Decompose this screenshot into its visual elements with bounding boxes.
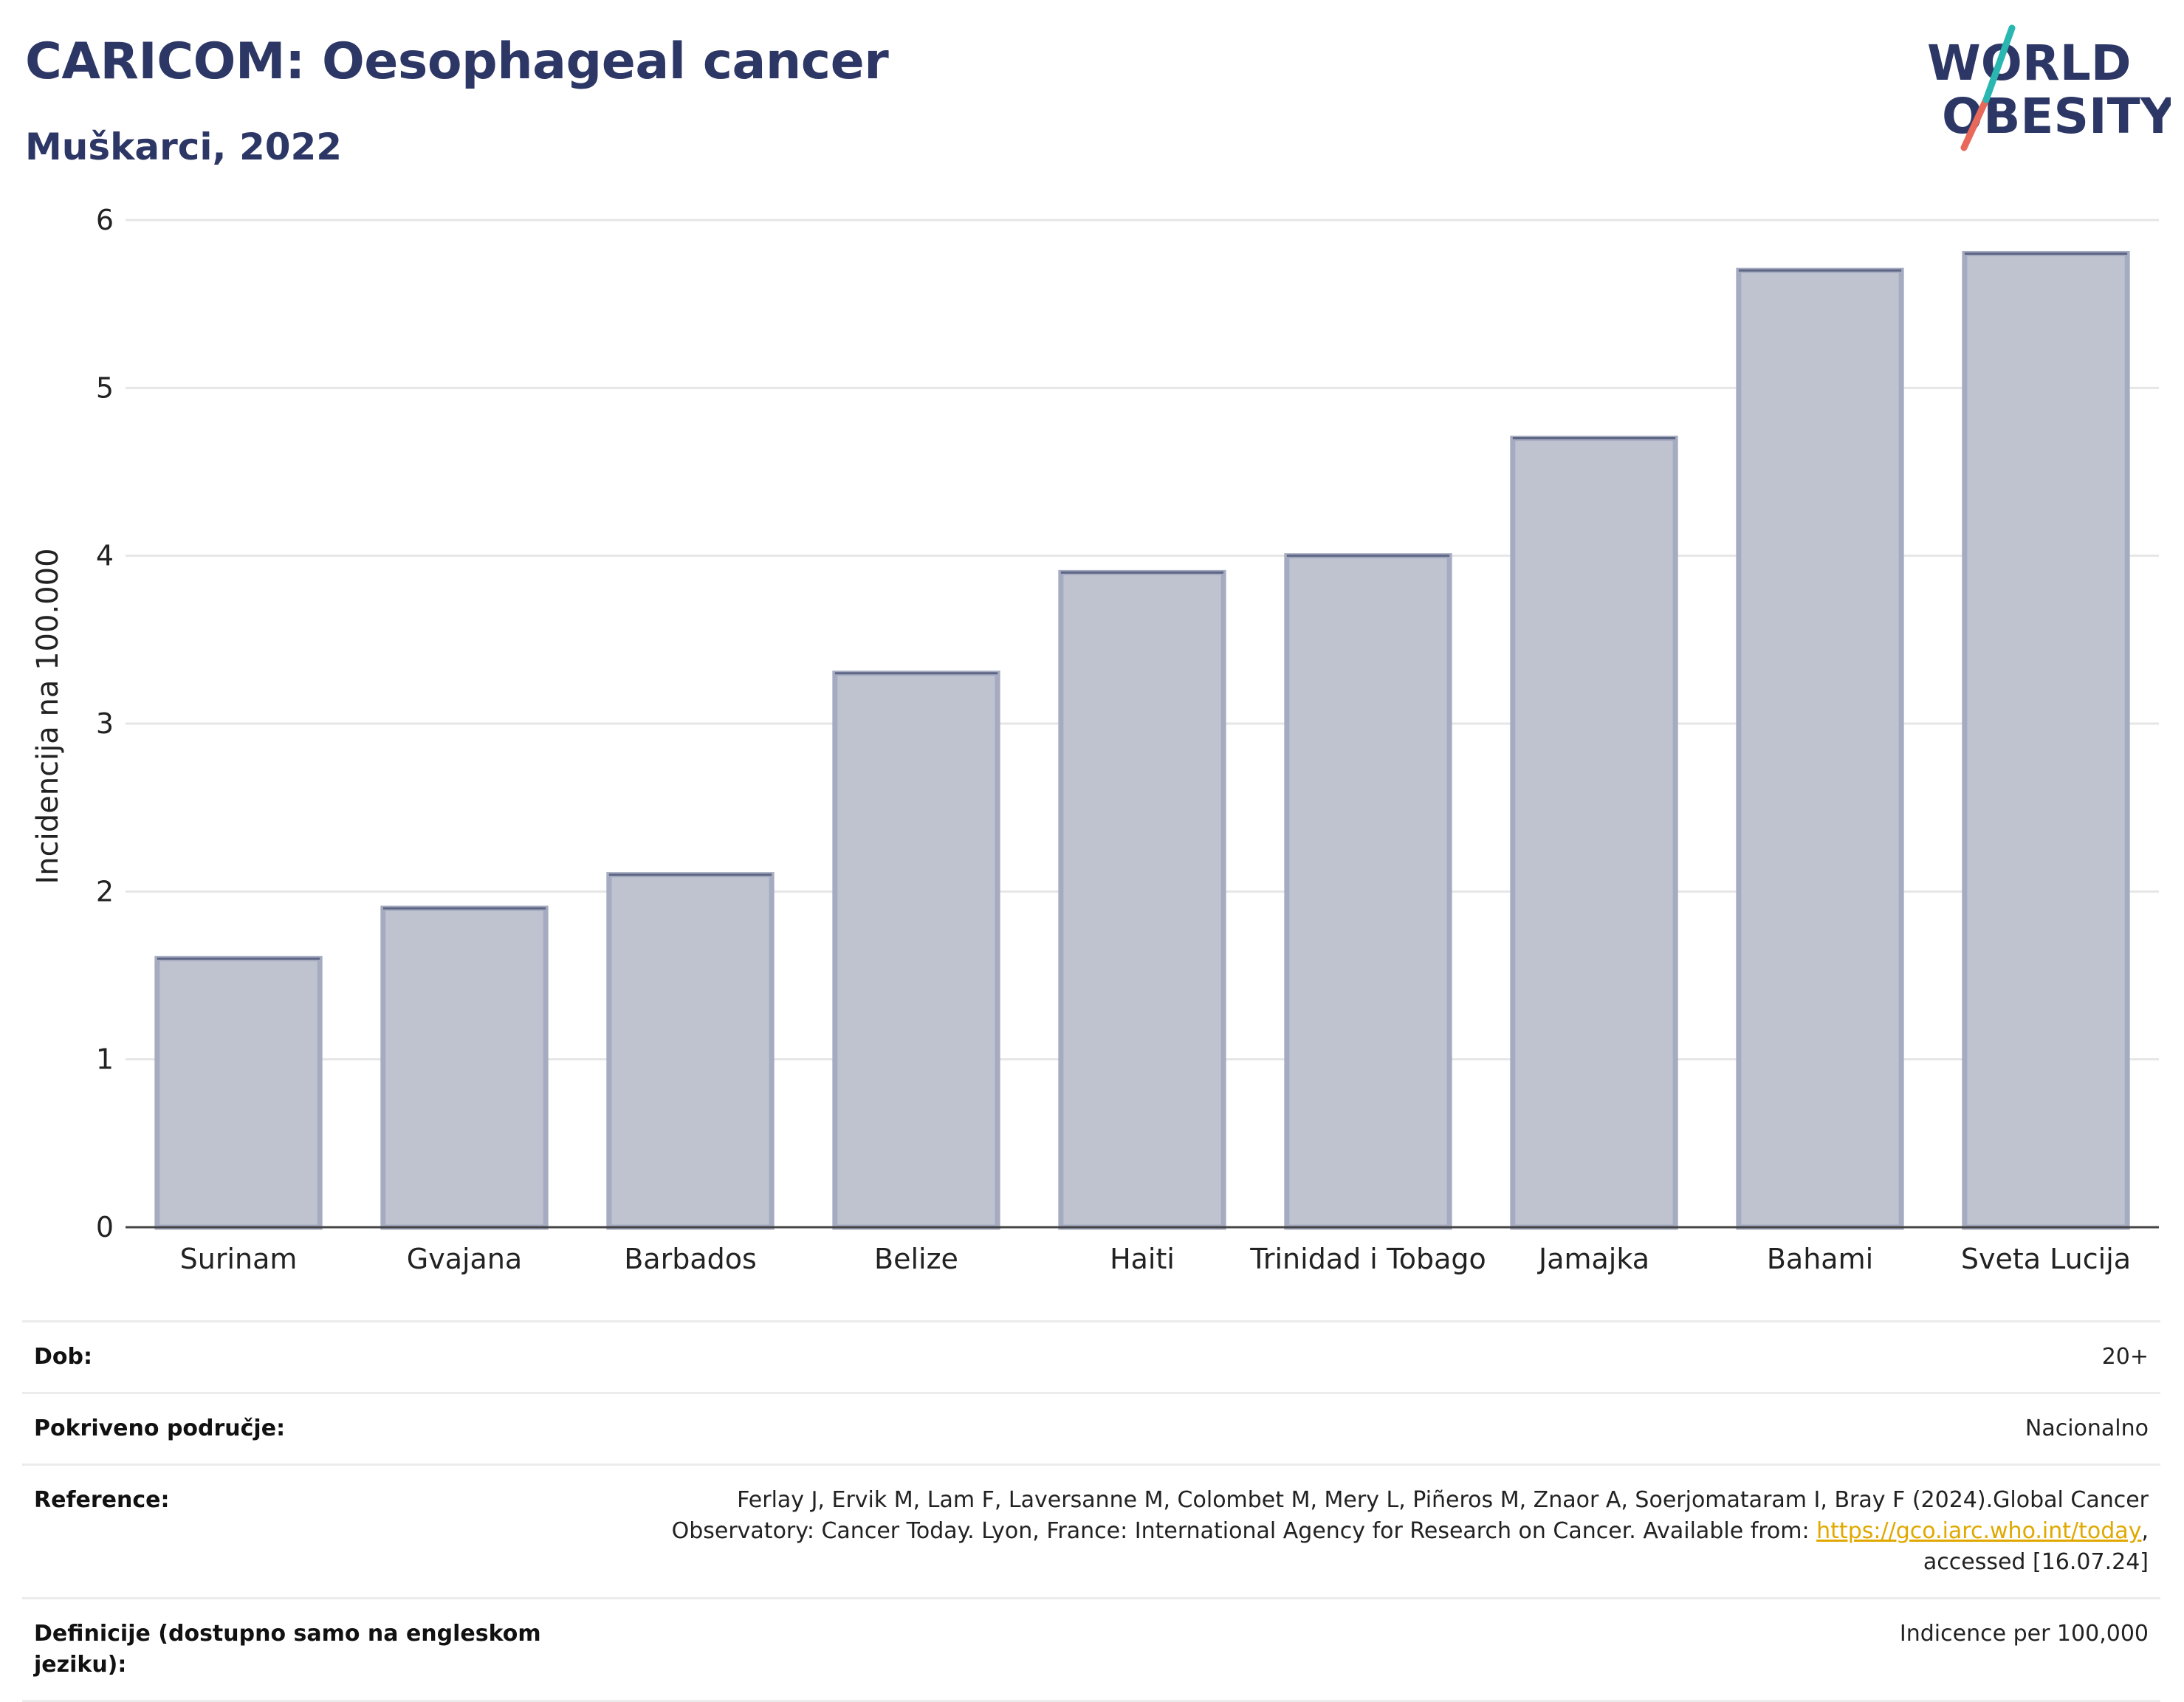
y-tick-label: 6 xyxy=(96,204,114,236)
x-tick-label: Bahami xyxy=(1767,1243,1873,1275)
reference-link[interactable]: https://gco.iarc.who.int/today xyxy=(1816,1518,2142,1544)
x-tick-label: Belize xyxy=(874,1243,958,1275)
definitions-label: Definicije (dostupno samo na engleskom j… xyxy=(34,1621,541,1678)
bar-jamajka xyxy=(1510,436,1678,1230)
x-tick-label: Surinam xyxy=(180,1243,298,1275)
bar-barbados xyxy=(606,872,775,1230)
coverage-label: Pokriveno područje: xyxy=(34,1416,286,1441)
y-tick-label: 0 xyxy=(96,1211,114,1243)
bar-surinam xyxy=(154,955,323,1230)
y-tick-label: 4 xyxy=(96,540,114,572)
x-tick-label: Barbados xyxy=(624,1243,757,1275)
logo-slash-teal xyxy=(1982,24,2016,103)
info-row-age: Dob: 20+ xyxy=(22,1322,2160,1394)
bar-chart: 0 1 2 3 4 5 6 Surinam Gvajana Barbados Belize Haiti… xyxy=(31,204,2159,1275)
bar-sveta-lucija xyxy=(1962,250,2130,1230)
info-table: Dob: 20+ Pokriveno područje: Nacionalno … xyxy=(22,1320,2160,1702)
x-tick-label: Haiti xyxy=(1110,1243,1175,1275)
reference-label: Reference: xyxy=(34,1487,170,1513)
y-tick-label: 2 xyxy=(96,875,114,907)
bar-haiti xyxy=(1058,569,1226,1230)
y-tick-label: 1 xyxy=(96,1043,114,1076)
logo-slash-red xyxy=(1960,96,1990,151)
reference-text-2: , accessed [16.07.24] xyxy=(1923,1518,2149,1575)
reference-text-1: Ferlay J, Ervik M, Lam F, Laversanne M, … xyxy=(671,1487,2149,1544)
y-axis-title: Incidencija na 100.000 xyxy=(31,548,65,884)
chart-subtitle: Muškarci, 2022 xyxy=(25,126,343,168)
info-row-coverage: Pokriveno područje: Nacionalno xyxy=(22,1394,2160,1466)
x-tick-label: Gvajana xyxy=(407,1243,522,1275)
bar-bahami xyxy=(1736,267,1904,1230)
x-tick-label: Jamajka xyxy=(1537,1243,1649,1275)
chart-title: CARICOM: Oesophageal cancer xyxy=(25,32,889,91)
axes: 0 1 2 3 4 5 6 Surinam Gvajana Barbados Belize Haiti… xyxy=(96,204,2159,1275)
bar-belize xyxy=(832,670,1000,1230)
world-obesity-logo: WORLD OBESITY xyxy=(1927,24,2171,151)
age-label: Dob: xyxy=(34,1344,92,1370)
y-tick-label: 5 xyxy=(96,371,114,404)
bar-trinidad-i-tobago xyxy=(1284,553,1452,1230)
info-row-definitions: Definicije (dostupno samo na engleskom j… xyxy=(22,1599,2160,1702)
age-value: 20+ xyxy=(2101,1344,2149,1370)
bar-gvajana xyxy=(380,905,549,1230)
x-tick-label: Sveta Lucija xyxy=(1961,1243,2131,1275)
coverage-value: Nacionalno xyxy=(2025,1416,2149,1441)
x-tick-label: Trinidad i Tobago xyxy=(1249,1243,1486,1275)
logo-line1: WORLD xyxy=(1927,35,2132,92)
info-row-reference: Reference: Ferlay J, Ervik M, Lam F, Lav… xyxy=(22,1466,2160,1599)
y-tick-label: 3 xyxy=(96,707,114,740)
reference-value: Ferlay J, Ervik M, Lam F, Laversanne M, … xyxy=(598,1485,2149,1578)
definitions-value: Indicence per 100,000 xyxy=(1899,1621,2149,1647)
bars xyxy=(154,250,2130,1230)
